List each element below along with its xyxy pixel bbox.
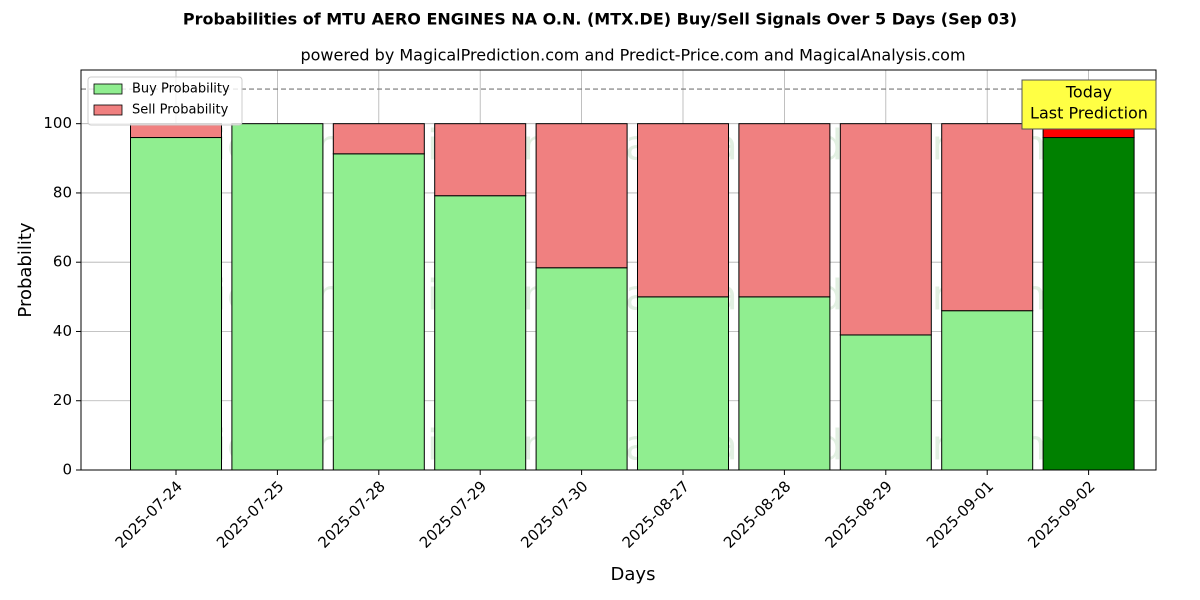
plot-frame: [80, 69, 1157, 471]
y-axis-label: Probability: [15, 222, 36, 317]
x-tick-label: 2025-07-29: [416, 477, 490, 551]
bar-segment: [637, 296, 729, 471]
bar-segment: [941, 123, 1034, 312]
legend-swatch: [93, 104, 123, 116]
chart-title: Probabilities of MTU AERO ENGINES NA O.N…: [183, 10, 1017, 29]
x-tick-label: 2025-08-27: [619, 477, 693, 551]
x-tick-label: 2025-08-28: [720, 477, 794, 551]
chart-subtitle: powered by MagicalPrediction.com and Pre…: [300, 46, 965, 65]
x-tick-label: 2025-07-28: [314, 477, 388, 551]
y-tick-label: 20: [53, 391, 72, 409]
x-tick-label: 2025-07-30: [517, 477, 591, 551]
bar-segment: [130, 123, 222, 139]
y-tick-label: 80: [53, 183, 72, 201]
x-tick-label: 2025-09-01: [923, 477, 997, 551]
annotation-box: [1021, 79, 1157, 130]
bar-segment: [231, 123, 324, 471]
y-tick-label: 40: [53, 322, 72, 340]
bar-segment: [535, 267, 628, 471]
bar-segment: [332, 123, 425, 155]
bar-segment: [738, 296, 831, 471]
bar-segment: [130, 137, 222, 471]
x-axis-label: Days: [611, 564, 656, 585]
y-tick-label: 100: [43, 114, 72, 132]
annotation-text: Today: [1065, 83, 1112, 102]
bar-segment: [738, 123, 831, 298]
y-tick-label: 0: [62, 461, 72, 479]
legend-box: [87, 76, 243, 126]
x-tick-label: 2025-07-24: [112, 477, 186, 551]
legend-swatch: [93, 83, 123, 95]
legend-label: Buy Probability: [132, 82, 230, 97]
y-tick-label: 60: [53, 253, 72, 271]
bar-segment: [434, 195, 527, 471]
legend-label: Sell Probability: [132, 103, 229, 118]
bar-segment: [1042, 137, 1135, 471]
bar-segment: [332, 153, 425, 471]
bar-segment: [839, 334, 932, 471]
bar-segment: [434, 123, 527, 197]
bar-segment: [839, 123, 932, 336]
x-tick-label: 2025-07-25: [213, 477, 287, 551]
annotation-text: Last Prediction: [1030, 104, 1148, 123]
bar-segment: [535, 123, 628, 269]
bar-segment: [637, 123, 729, 298]
x-tick-label: 2025-09-02: [1024, 477, 1098, 551]
x-tick-label: 2025-08-29: [821, 477, 895, 551]
bar-segment: [941, 310, 1034, 471]
